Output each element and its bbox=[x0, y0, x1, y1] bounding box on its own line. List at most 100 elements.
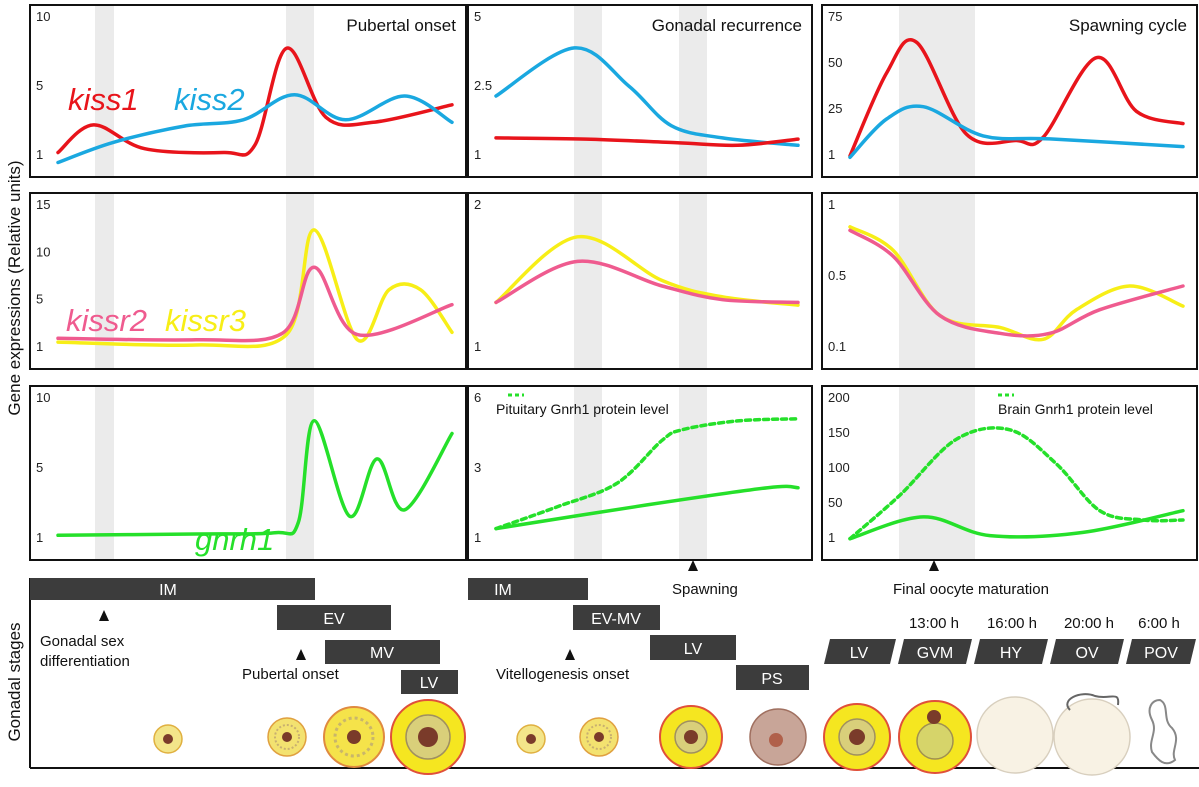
triangle-marker-sex-differentiation bbox=[99, 610, 109, 621]
panel-frame bbox=[821, 4, 1198, 178]
y-tick-label: 5 bbox=[474, 9, 481, 24]
y-tick-label: 1 bbox=[36, 147, 43, 162]
shade-band bbox=[95, 6, 114, 176]
oocyte-hydrated bbox=[976, 696, 1054, 774]
shade-band bbox=[574, 6, 602, 176]
shade-band bbox=[286, 194, 314, 368]
panel-title: Spawning cycle bbox=[1069, 16, 1187, 35]
oocyte-immature-2 bbox=[516, 724, 546, 754]
shade-band bbox=[679, 6, 707, 176]
shade-band bbox=[574, 387, 602, 559]
series-line-kissr3 bbox=[848, 225, 1185, 342]
stage-box-ov bbox=[1050, 639, 1124, 664]
stage-label-lv-2: LV bbox=[684, 641, 703, 658]
shade-band bbox=[899, 387, 975, 559]
panel-c1: 75 50 25 1 Spawning cycle bbox=[821, 4, 1198, 178]
oocyte-germinal-vesicle-migration bbox=[898, 700, 972, 774]
stage-axis-label: Gonadal stages bbox=[5, 622, 24, 741]
series-line-kiss2 bbox=[56, 92, 454, 165]
triangle-marker-vitellogenesis bbox=[565, 649, 575, 660]
y-tick-label: 1 bbox=[36, 530, 43, 545]
shade-band bbox=[95, 194, 114, 368]
series-line-kiss1 bbox=[56, 46, 454, 157]
oocyte-ovulated bbox=[1053, 693, 1131, 776]
y-tick-label: 5 bbox=[36, 78, 43, 93]
stage-box-hy bbox=[974, 639, 1048, 664]
y-tick-label: 100 bbox=[828, 460, 850, 475]
oocyte-post-ovulatory bbox=[1148, 698, 1178, 765]
stage-label-ev: EV bbox=[323, 611, 345, 628]
stage-box-im-2 bbox=[468, 578, 588, 600]
stage-box-lv bbox=[401, 670, 458, 694]
stage-label-im-2: IM bbox=[494, 582, 512, 599]
y-axis-label: Gene expressions (Relative units) bbox=[5, 160, 24, 415]
oocyte-late-vitellogenic-3 bbox=[823, 703, 891, 771]
marker-gonadal-sex-line2: differentiation bbox=[40, 653, 130, 670]
y-tick-label: 1 bbox=[474, 339, 481, 354]
y-tick-label: 10 bbox=[36, 244, 50, 259]
oocyte-ev-mv bbox=[579, 717, 619, 757]
panel-frame bbox=[821, 385, 1198, 561]
panel-title: Pubertal onset bbox=[346, 16, 456, 35]
oocyte-mid-vitellogenic bbox=[323, 706, 385, 768]
stage-label-pov: POV bbox=[1144, 645, 1178, 662]
panel-frame bbox=[29, 192, 467, 370]
panel-grid: 10 5 1 Pubertal onset 5 2.5 1 Gonadal recurrenc… bbox=[29, 4, 1198, 561]
series-line-pituitary-gnrh1-protein-level bbox=[494, 417, 800, 531]
stage-label-mv: MV bbox=[370, 645, 394, 662]
y-tick-label: 2 bbox=[474, 197, 481, 212]
y-tick-label: 150 bbox=[828, 425, 850, 440]
y-tick-label: 1 bbox=[828, 530, 835, 545]
shade-band bbox=[95, 387, 114, 559]
time-label-600: 6:00 h bbox=[1138, 615, 1180, 632]
series-line-kissr2 bbox=[848, 228, 1185, 338]
panel-frame bbox=[29, 4, 467, 178]
series-line-kiss1 bbox=[494, 136, 800, 148]
time-label-2000: 20:00 h bbox=[1064, 615, 1114, 632]
stage-label-gvm: GVM bbox=[917, 645, 953, 662]
panel-frame bbox=[467, 385, 813, 561]
stage-box-pov bbox=[1126, 639, 1196, 664]
legend-brain-gnrh1: Brain Gnrh1 protein level bbox=[998, 401, 1153, 417]
label-gnrh1: gnrh1 bbox=[195, 522, 274, 557]
stage-label-ov: OV bbox=[1075, 645, 1098, 662]
marker-pubertal-onset: Pubertal onset bbox=[242, 666, 340, 683]
stage-box-im bbox=[30, 578, 315, 600]
y-tick-label: 0.1 bbox=[828, 339, 846, 354]
stage-box-mv bbox=[325, 640, 440, 664]
panel-b2: 21 bbox=[467, 192, 813, 370]
panel-a1: 10 5 1 Pubertal onset bbox=[29, 4, 467, 178]
triangle-marker-spawning bbox=[688, 560, 698, 571]
stage-box-ev bbox=[277, 605, 391, 630]
stage-label-lv-3: LV bbox=[850, 645, 869, 662]
y-tick-label: 1 bbox=[36, 339, 43, 354]
y-tick-label: 200 bbox=[828, 390, 850, 405]
stage-box-ps bbox=[736, 665, 809, 690]
label-kiss2: kiss2 bbox=[174, 82, 245, 117]
y-tick-label: 6 bbox=[474, 390, 481, 405]
panel-frame bbox=[29, 385, 467, 561]
y-tick-label: 50 bbox=[828, 55, 842, 70]
triangle-marker-pubertal-onset bbox=[296, 649, 306, 660]
oocyte-early-vitellogenic bbox=[267, 717, 307, 757]
y-tick-label: 50 bbox=[828, 495, 842, 510]
series-line-brain-gnrh1-protein-level bbox=[848, 426, 1185, 541]
y-tick-label: 0.5 bbox=[828, 268, 846, 283]
y-tick-label: 2.5 bbox=[474, 78, 492, 93]
marker-vitellogenesis-onset: Vitellogenesis onset bbox=[496, 666, 630, 683]
panel-b1: 5 2.5 1 Gonadal recurrence bbox=[467, 4, 813, 178]
label-kissr2: kissr2 bbox=[66, 303, 147, 338]
stage-label-im: IM bbox=[159, 582, 177, 599]
series-line-kissr2 bbox=[494, 259, 800, 305]
panel-a3: 10 5 1 bbox=[29, 385, 467, 561]
shade-band bbox=[679, 387, 707, 559]
series-line-kiss2 bbox=[494, 46, 800, 148]
panel-b3: 6 3 1 bbox=[467, 385, 813, 561]
series-line-gnrh1 bbox=[56, 418, 454, 538]
y-tick-label: 10 bbox=[36, 9, 50, 24]
series-line-gnrh1 bbox=[494, 484, 800, 531]
y-tick-label: 25 bbox=[828, 101, 842, 116]
oocyte-immature-1 bbox=[153, 724, 183, 754]
oocyte-late-vitellogenic bbox=[390, 699, 466, 775]
